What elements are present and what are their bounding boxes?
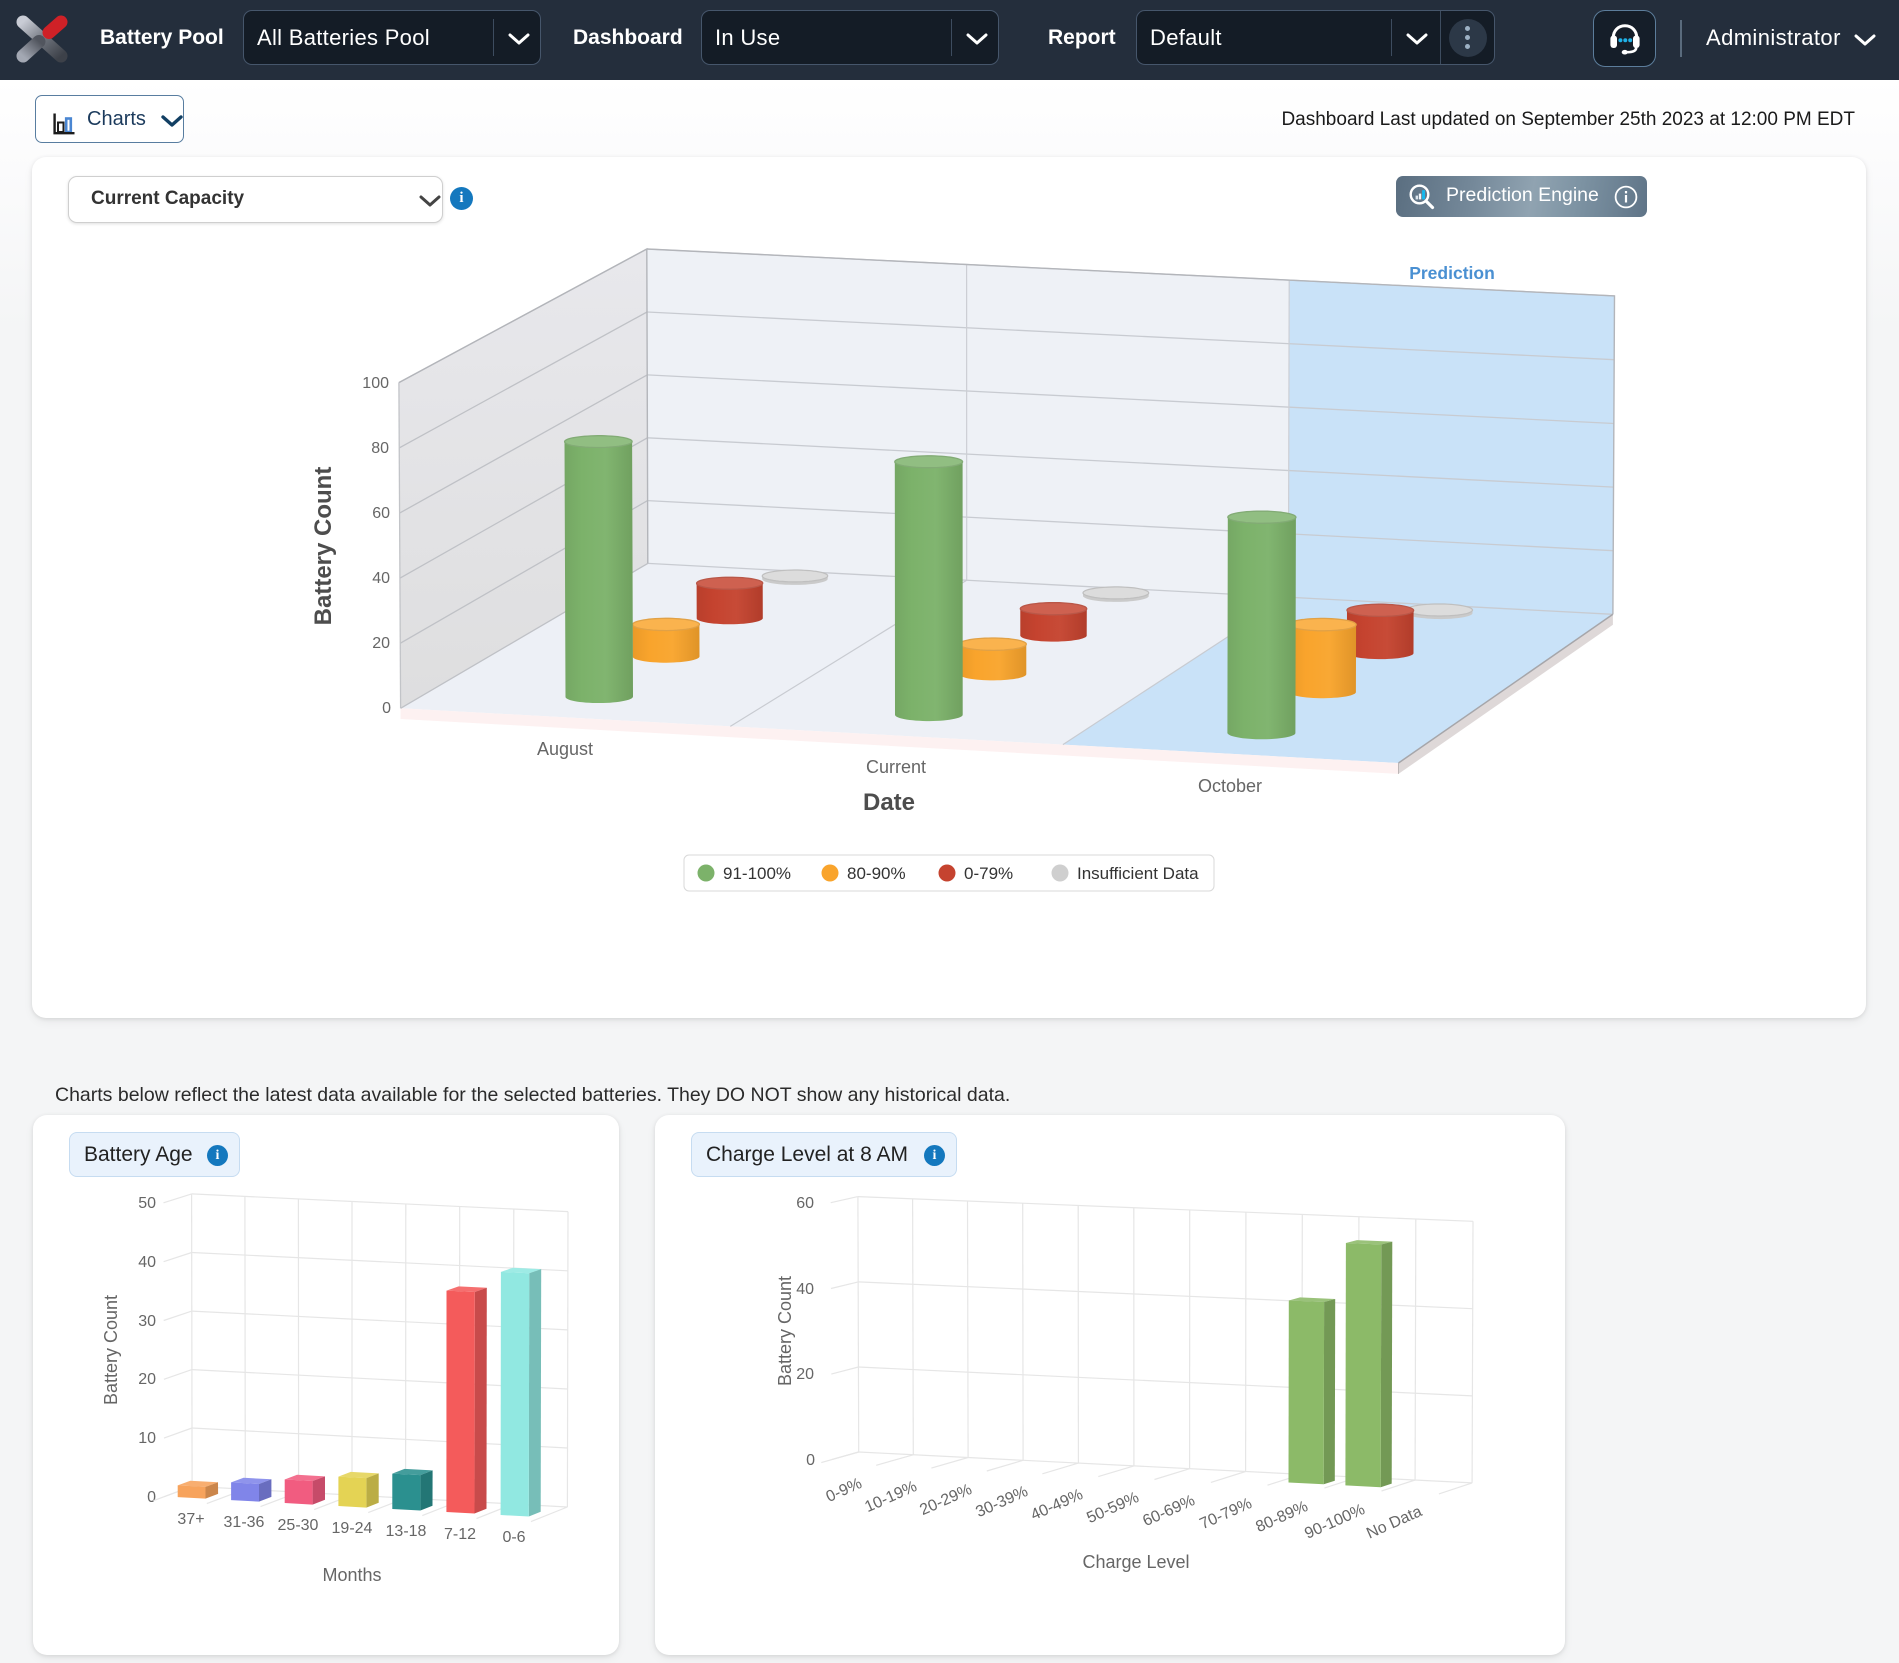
svg-text:Months: Months xyxy=(322,1565,381,1585)
svg-text:Charge Level: Charge Level xyxy=(1082,1552,1189,1572)
svg-text:60-69%: 60-69% xyxy=(1140,1492,1197,1530)
svg-text:0-79%: 0-79% xyxy=(964,864,1013,883)
svg-text:40: 40 xyxy=(796,1281,814,1298)
svg-text:80: 80 xyxy=(371,440,389,457)
svg-text:7-12: 7-12 xyxy=(444,1526,476,1543)
svg-text:0: 0 xyxy=(147,1489,156,1506)
svg-text:80-90%: 80-90% xyxy=(847,864,906,883)
svg-text:60: 60 xyxy=(372,505,390,522)
svg-text:Date: Date xyxy=(863,789,915,816)
svg-text:20-29%: 20-29% xyxy=(917,1481,974,1519)
svg-text:10: 10 xyxy=(138,1430,156,1447)
svg-text:October: October xyxy=(1198,776,1262,796)
svg-text:0: 0 xyxy=(382,700,391,717)
svg-text:0-6: 0-6 xyxy=(502,1529,525,1546)
svg-text:Battery Count: Battery Count xyxy=(775,1276,795,1386)
svg-text:80-89%: 80-89% xyxy=(1253,1498,1310,1536)
svg-text:20: 20 xyxy=(796,1366,814,1383)
svg-text:30: 30 xyxy=(138,1313,156,1330)
svg-text:37+: 37+ xyxy=(177,1511,204,1528)
svg-text:30-39%: 30-39% xyxy=(973,1483,1030,1521)
svg-text:90-100%: 90-100% xyxy=(1302,1501,1367,1543)
svg-text:70-79%: 70-79% xyxy=(1197,1495,1254,1533)
svg-text:40: 40 xyxy=(372,570,390,587)
svg-text:August: August xyxy=(537,739,593,759)
svg-text:40: 40 xyxy=(138,1254,156,1271)
svg-text:19-24: 19-24 xyxy=(332,1520,373,1537)
svg-text:Current: Current xyxy=(866,757,926,777)
svg-text:40-49%: 40-49% xyxy=(1028,1486,1085,1524)
svg-text:50: 50 xyxy=(138,1195,156,1212)
svg-text:91-100%: 91-100% xyxy=(723,864,791,883)
svg-text:20: 20 xyxy=(138,1371,156,1388)
svg-text:50-59%: 50-59% xyxy=(1084,1489,1141,1527)
svg-text:0: 0 xyxy=(806,1452,815,1469)
svg-text:Insufficient Data: Insufficient Data xyxy=(1077,864,1199,883)
svg-text:Battery Count: Battery Count xyxy=(310,467,337,626)
svg-text:Prediction: Prediction xyxy=(1409,263,1495,283)
svg-text:31-36: 31-36 xyxy=(224,1514,265,1531)
svg-text:Battery Count: Battery Count xyxy=(101,1295,121,1405)
svg-text:60: 60 xyxy=(796,1195,814,1212)
svg-text:13-18: 13-18 xyxy=(386,1523,427,1540)
svg-text:20: 20 xyxy=(372,635,390,652)
svg-text:10-19%: 10-19% xyxy=(862,1478,919,1516)
svg-text:0-9%: 0-9% xyxy=(824,1475,865,1506)
svg-text:25-30: 25-30 xyxy=(278,1517,319,1534)
svg-text:No Data: No Data xyxy=(1364,1503,1425,1542)
svg-text:100: 100 xyxy=(362,375,389,392)
